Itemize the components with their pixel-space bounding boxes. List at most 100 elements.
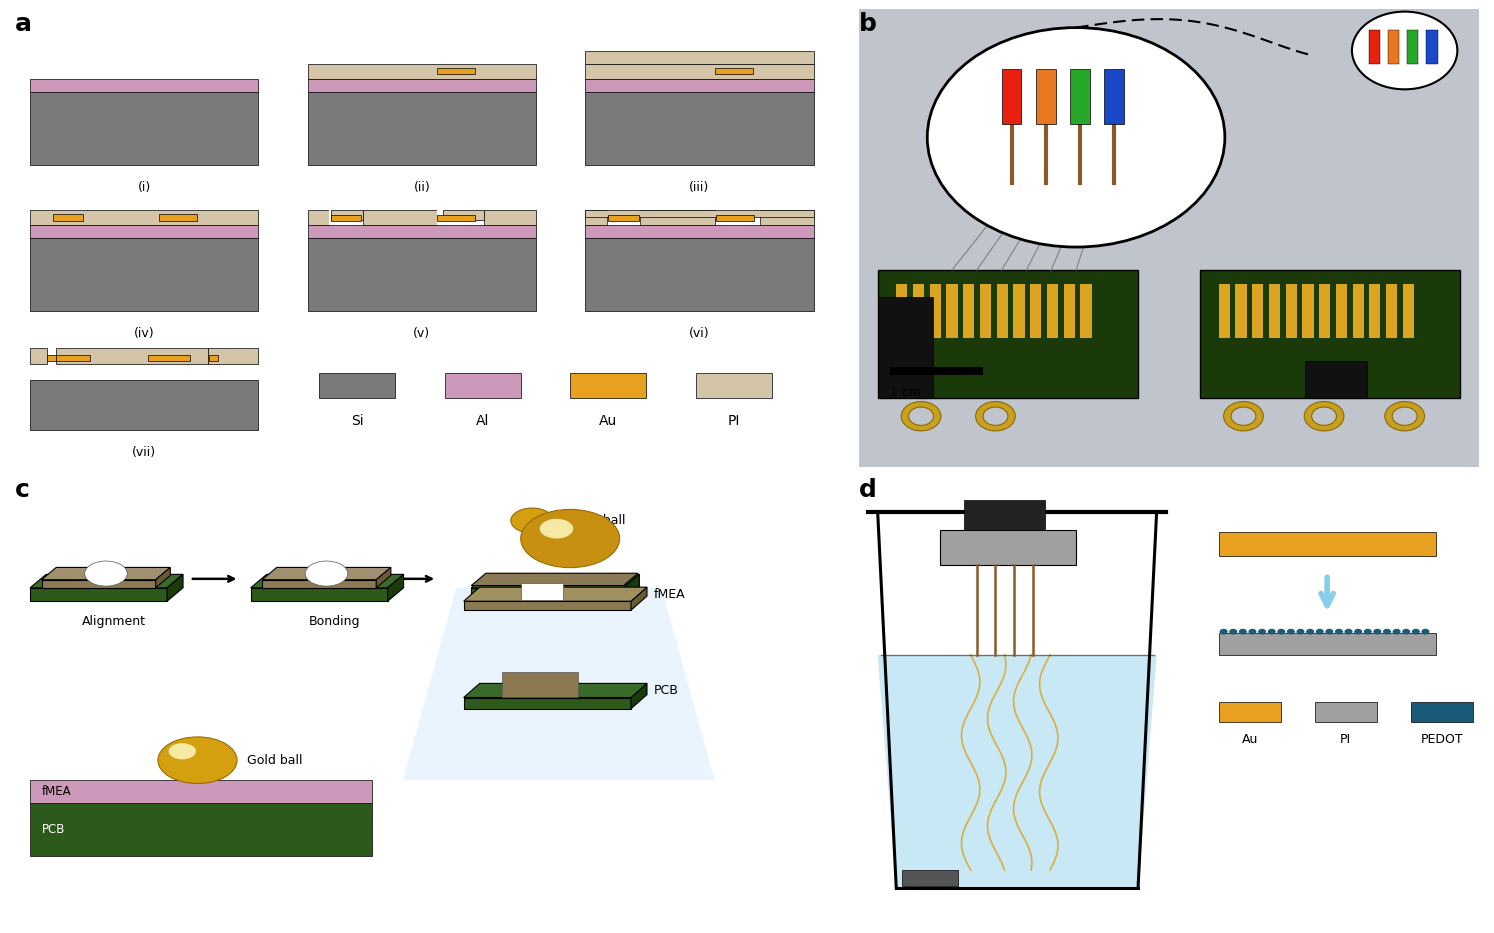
Polygon shape	[167, 575, 184, 601]
Polygon shape	[463, 587, 647, 601]
Text: fMEA: fMEA	[42, 785, 72, 798]
Bar	[913, 284, 925, 339]
Circle shape	[1403, 629, 1410, 634]
Text: Gold ball: Gold ball	[247, 754, 302, 767]
Bar	[1315, 702, 1377, 722]
Bar	[30, 238, 258, 311]
Circle shape	[158, 737, 238, 784]
Circle shape	[1421, 629, 1430, 634]
Circle shape	[928, 28, 1225, 247]
Bar	[571, 373, 647, 397]
Bar	[308, 211, 329, 225]
Text: Alignment: Alignment	[82, 615, 146, 628]
Bar	[1336, 284, 1348, 339]
Bar	[1035, 69, 1056, 123]
Circle shape	[1352, 11, 1457, 90]
Bar	[484, 211, 536, 225]
Bar	[1219, 532, 1436, 556]
Circle shape	[1267, 629, 1276, 634]
Bar	[363, 211, 438, 225]
Circle shape	[1336, 629, 1343, 634]
Bar	[1252, 284, 1264, 339]
Bar	[30, 78, 258, 91]
Bar	[521, 583, 563, 600]
Bar	[696, 373, 772, 397]
Polygon shape	[463, 601, 630, 610]
Bar	[877, 298, 934, 397]
Polygon shape	[623, 575, 639, 601]
Text: (ii): (ii)	[414, 181, 430, 194]
Bar	[586, 64, 814, 78]
Bar	[55, 348, 208, 364]
Bar	[1047, 284, 1058, 339]
Polygon shape	[251, 588, 387, 601]
Bar	[760, 211, 814, 225]
Polygon shape	[251, 575, 403, 588]
Bar	[30, 348, 46, 364]
Polygon shape	[261, 579, 376, 588]
Bar	[1236, 284, 1246, 339]
Text: Au: Au	[1242, 733, 1258, 746]
Circle shape	[1345, 629, 1352, 634]
Bar	[586, 225, 814, 238]
Text: a: a	[15, 11, 31, 35]
Bar	[46, 355, 55, 361]
Polygon shape	[471, 573, 638, 586]
Bar	[308, 238, 536, 311]
Text: Si: Si	[351, 414, 363, 428]
Polygon shape	[30, 588, 167, 601]
Bar	[608, 215, 638, 221]
Bar	[30, 211, 258, 225]
Bar	[965, 500, 1044, 530]
Polygon shape	[471, 575, 639, 588]
Text: PI: PI	[1340, 733, 1351, 746]
Circle shape	[1364, 629, 1371, 634]
Circle shape	[1239, 629, 1247, 634]
Bar	[940, 530, 1076, 565]
Bar	[639, 211, 714, 225]
Circle shape	[539, 519, 574, 538]
Text: fMEA: fMEA	[654, 588, 686, 601]
Bar	[55, 355, 90, 361]
Bar	[1070, 69, 1089, 123]
Circle shape	[1249, 629, 1256, 634]
Bar	[877, 270, 1138, 397]
Bar	[445, 373, 521, 397]
Bar	[308, 78, 536, 91]
Bar	[1306, 361, 1367, 397]
Circle shape	[1383, 629, 1391, 634]
Polygon shape	[42, 567, 170, 579]
Bar	[444, 211, 484, 219]
Bar	[716, 215, 754, 221]
Bar	[1013, 284, 1025, 339]
Circle shape	[85, 561, 127, 586]
Polygon shape	[376, 567, 391, 588]
Text: (i): (i)	[137, 181, 151, 194]
Bar	[1410, 702, 1473, 722]
Circle shape	[1258, 629, 1265, 634]
Bar	[947, 284, 958, 339]
Text: PI: PI	[728, 414, 740, 428]
Polygon shape	[387, 575, 403, 601]
Bar	[1219, 702, 1280, 722]
Bar	[438, 211, 444, 225]
Text: (v): (v)	[414, 327, 430, 340]
Bar	[929, 284, 941, 339]
Circle shape	[1306, 629, 1315, 634]
Bar	[160, 215, 197, 220]
Polygon shape	[261, 567, 391, 579]
Bar	[902, 870, 958, 885]
Bar	[330, 211, 363, 219]
Bar	[1407, 30, 1418, 64]
Circle shape	[305, 561, 348, 586]
Circle shape	[1373, 629, 1382, 634]
Bar	[308, 64, 536, 78]
Bar	[30, 91, 258, 165]
Bar	[980, 284, 991, 339]
Text: (vi): (vi)	[689, 327, 710, 340]
Bar	[1303, 284, 1313, 339]
Bar	[502, 672, 578, 697]
Bar	[1386, 284, 1397, 339]
Polygon shape	[630, 683, 647, 709]
Bar	[30, 780, 372, 802]
